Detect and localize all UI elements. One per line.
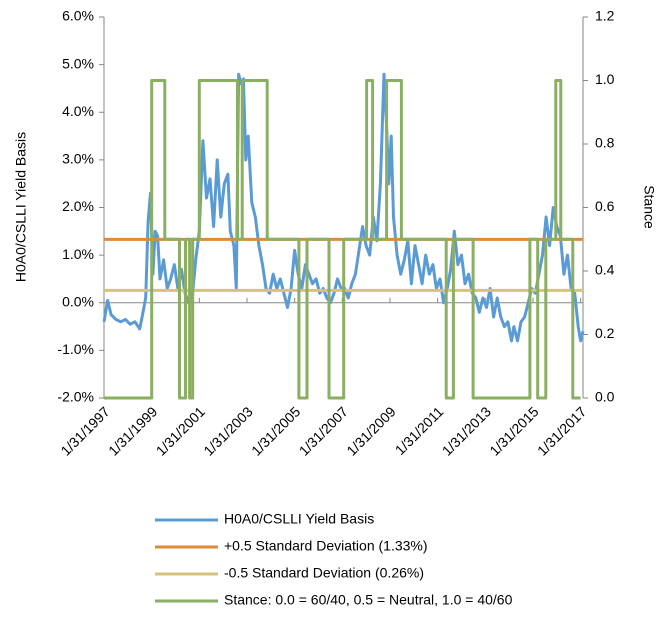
y-tick-label: 6.0%	[62, 8, 94, 24]
x-tick-label: 1/31/2015	[486, 403, 542, 459]
x-tick-label: 1/31/2005	[248, 403, 304, 459]
x-tick-label: 1/31/2017	[534, 403, 590, 459]
x-tick-label: 1/31/2001	[153, 403, 209, 459]
y2-tick-label: 0.0	[595, 389, 615, 405]
x-tick-label: 1/31/2007	[296, 403, 352, 459]
y-tick-label: 3.0%	[62, 151, 94, 167]
y2-tick-label: 0.2	[595, 325, 615, 341]
legend-label: +0.5 Standard Deviation (1.33%)	[224, 538, 428, 554]
y-tick-label: -1.0%	[57, 341, 94, 357]
y-tick-label: 1.0%	[62, 246, 94, 262]
y2-tick-label: 0.4	[595, 262, 615, 278]
x-tick-label: 1/31/2003	[200, 403, 256, 459]
y-axis-title: H0A0/CSLLI Yield Basis	[13, 132, 29, 282]
y-tick-label: 4.0%	[62, 103, 94, 119]
y2-axis-title: Stance	[641, 185, 657, 229]
y2-tick-label: 0.6	[595, 198, 615, 214]
y2-tick-label: 1.2	[595, 8, 615, 24]
y-tick-label: 5.0%	[62, 55, 94, 71]
x-tick-label: 1/31/2013	[439, 403, 495, 459]
x-tick-label: 1/31/2009	[343, 403, 399, 459]
series-line	[104, 79, 581, 400]
x-tick-label: 1/31/1997	[57, 403, 113, 459]
legend-label: Stance: 0.0 = 60/40, 0.5 = Neutral, 1.0 …	[224, 592, 513, 608]
y-tick-label: 2.0%	[62, 198, 94, 214]
y-tick-label: 0.0%	[62, 293, 94, 309]
y2-tick-label: 0.8	[595, 135, 615, 151]
y2-tick-label: 1.0	[595, 71, 615, 87]
y-tick-label: -2.0%	[57, 389, 94, 405]
x-tick-label: 1/31/1999	[105, 403, 161, 459]
legend-label: -0.5 Standard Deviation (0.26%)	[224, 565, 424, 581]
x-tick-label: 1/31/2011	[392, 403, 447, 458]
legend-label: H0A0/CSLLI Yield Basis	[224, 511, 374, 527]
